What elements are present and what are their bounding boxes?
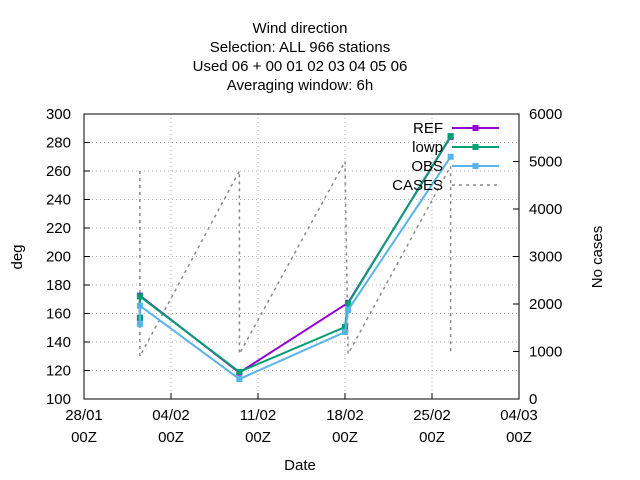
legend-label-obs: OBS	[411, 158, 443, 175]
plot-frame	[83, 113, 520, 400]
legend-label-ref: REF	[413, 120, 443, 137]
axes: 1001201401601802002202402602803000100020…	[46, 106, 562, 446]
legend-label-lowp: lowp	[412, 139, 443, 156]
data-point-obs	[342, 329, 348, 336]
series-line-obs	[138, 156, 452, 381]
y2-tick-label: 0	[529, 391, 537, 408]
series-layer	[136, 133, 454, 383]
legend-label-cases: CASES	[392, 177, 443, 194]
y2-tick-label: 3000	[529, 249, 562, 266]
y-tick-label: 140	[46, 334, 71, 351]
data-point-obs	[447, 153, 454, 160]
grid	[84, 114, 519, 399]
x-tick-label: 28/01	[65, 407, 103, 424]
x-tick-label: 00Z	[506, 429, 532, 446]
series-line-lowp	[138, 135, 452, 374]
y2-tick-label: 1000	[529, 344, 562, 361]
y2-tick-label: 6000	[529, 106, 562, 123]
y-tick-label: 260	[46, 163, 71, 180]
y-tick-label: 120	[46, 363, 71, 380]
y-tick-label: 180	[46, 277, 71, 294]
legend-marker-ref	[472, 125, 479, 131]
y-tick-label: 200	[46, 249, 71, 266]
title-line-2: Selection: ALL 966 stations	[210, 39, 390, 56]
x-tick-label: 04/03	[500, 407, 538, 424]
x-tick-label: 00Z	[158, 429, 184, 446]
x-axis-label: Date	[284, 457, 316, 474]
y-axis-label: deg	[9, 244, 26, 269]
data-point-lowp	[136, 293, 143, 300]
x-tick-label: 04/02	[152, 407, 190, 424]
data-point-obs	[136, 321, 143, 328]
x-tick-label: 11/02	[240, 407, 276, 424]
title-line-3: Used 06 + 00 01 02 03 04 05 06	[193, 58, 408, 75]
x-tick-label: 25/02	[413, 407, 451, 424]
data-point-obs	[236, 376, 243, 383]
data-point-lowp	[447, 133, 454, 140]
series-line-ref	[138, 136, 452, 374]
x-tick-label: 00Z	[245, 429, 271, 446]
chart-title: Wind direction Selection: ALL 966 statio…	[193, 20, 408, 94]
y-tick-label: 220	[46, 220, 71, 237]
y-tick-label: 240	[46, 192, 71, 209]
y2-tick-label: 2000	[529, 296, 562, 313]
title-line-1: Wind direction	[252, 20, 347, 37]
x-tick-label: 18/02	[326, 407, 364, 424]
data-point-lowp	[236, 368, 243, 375]
y2-tick-label: 5000	[529, 154, 562, 171]
data-point-obs	[136, 302, 143, 309]
legend-marker-lowp	[472, 144, 479, 150]
y2-tick-label: 4000	[529, 201, 562, 218]
series-line-cases	[139, 158, 452, 357]
x-tick-label: 00Z	[71, 429, 97, 446]
y-tick-label: 300	[46, 106, 71, 123]
y-tick-label: 160	[46, 306, 71, 323]
x-tick-label: 00Z	[419, 429, 445, 446]
y2-axis-label: No cases	[589, 226, 606, 289]
title-line-4: Averaging window: 6h	[227, 77, 373, 94]
data-point-obs	[345, 306, 352, 313]
y-tick-label: 100	[46, 391, 71, 408]
y-tick-label: 280	[46, 135, 71, 152]
x-tick-label: 00Z	[332, 429, 358, 446]
data-point-lowp	[345, 300, 352, 307]
legend-marker-obs	[472, 163, 479, 169]
legend: REF lowp OBS CASES	[392, 120, 499, 194]
